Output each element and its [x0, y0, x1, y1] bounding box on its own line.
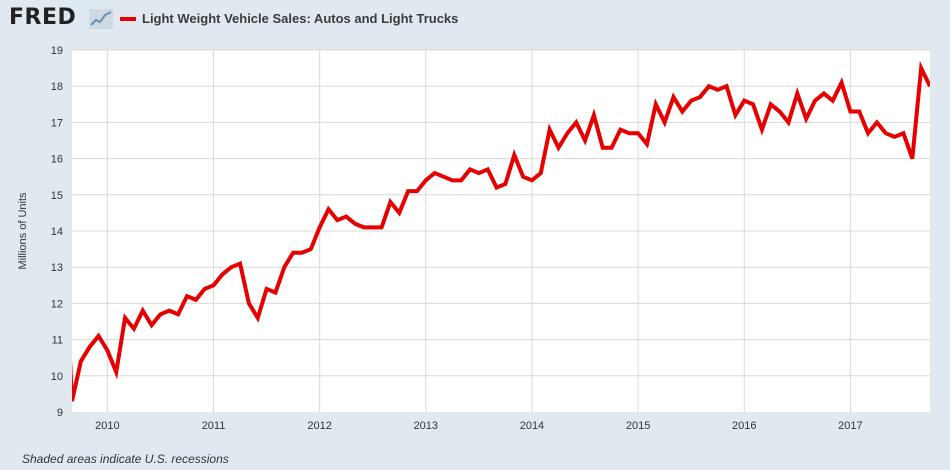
y-tick-label: 9 — [57, 407, 63, 419]
chart-header: FRED Light Weight Vehicle Sales: Autos a… — [0, 0, 950, 40]
y-tick-label: 10 — [51, 371, 63, 383]
y-tick-label: 12 — [51, 298, 63, 310]
y-axis-ticks: 9 10 11 12 13 14 15 16 17 18 19 — [51, 45, 63, 419]
legend-swatch — [120, 17, 136, 21]
y-axis-label: Millions of Units — [17, 192, 29, 270]
x-tick-label: 2016 — [732, 420, 756, 432]
y-tick-label: 14 — [51, 226, 63, 238]
y-tick-label: 13 — [51, 262, 63, 274]
x-axis-ticks: 2010 2011 2012 2013 2014 2015 2016 2017 — [95, 420, 862, 432]
y-tick-label: 18 — [51, 81, 63, 93]
x-tick-label: 2014 — [520, 420, 544, 432]
fred-logo[interactable]: FRED — [9, 5, 77, 30]
y-tick-label: 15 — [51, 190, 63, 202]
x-tick-label: 2010 — [95, 420, 119, 432]
x-tick-label: 2012 — [307, 420, 331, 432]
series-line — [72, 60, 930, 402]
chart-title: Light Weight Vehicle Sales: Autos and Li… — [142, 11, 459, 26]
y-tick-label: 16 — [51, 154, 63, 166]
y-tick-label: 17 — [51, 117, 63, 129]
gridlines — [72, 49, 930, 412]
trend-line-icon — [89, 9, 113, 29]
recession-note: Shaded areas indicate U.S. recessions — [22, 452, 229, 466]
x-tick-label: 2017 — [838, 420, 862, 432]
y-tick-label: 19 — [51, 45, 63, 57]
x-tick-label: 2011 — [202, 420, 226, 432]
x-tick-label: 2013 — [414, 420, 438, 432]
y-tick-label: 11 — [52, 335, 63, 347]
x-tick-label: 2015 — [626, 420, 650, 432]
series-group — [72, 60, 930, 402]
